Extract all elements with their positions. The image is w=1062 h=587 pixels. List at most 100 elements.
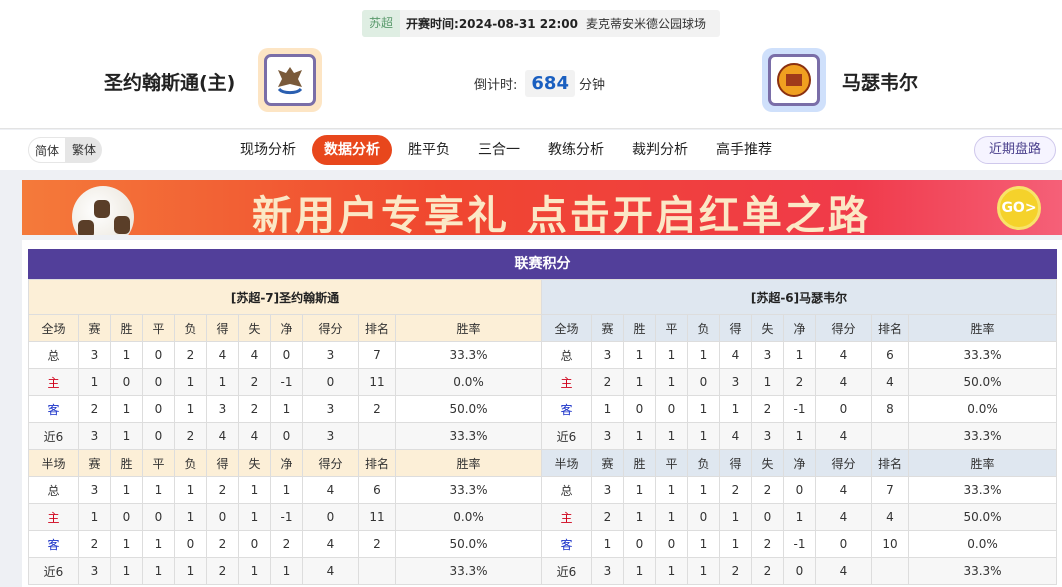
stat-cell: 1	[623, 368, 656, 396]
stat-cell: 33.3%	[395, 341, 542, 369]
row-label: 近6	[541, 422, 592, 450]
table-row: 客 2 1 1 0 2 0 2 4 2 50.0%	[28, 530, 542, 558]
table-row: 总 3 1 1 1 4 3 1 4 6 33.3%	[541, 341, 1057, 369]
stat-cell: 2	[751, 530, 784, 558]
column-header: 胜	[623, 449, 656, 477]
stat-cell: 0	[302, 503, 359, 531]
league-badge[interactable]: 苏超	[362, 10, 401, 37]
stat-cell: 2	[719, 557, 752, 585]
column-header: 全场	[28, 314, 79, 342]
stat-cell: 0	[302, 368, 359, 396]
stat-cell: 0	[655, 530, 688, 558]
stat-cell: 4	[871, 503, 909, 531]
stat-cell: 1	[623, 503, 656, 531]
column-header: 得分	[302, 449, 359, 477]
stat-cell: -1	[783, 530, 816, 558]
countdown: 倒计时: 684 分钟	[474, 70, 605, 97]
stat-cell: -1	[270, 503, 303, 531]
home-team-name[interactable]: 圣约翰斯通(主)	[104, 72, 236, 94]
tab-three-in-one[interactable]: 三合一	[478, 142, 520, 158]
stat-cell: 1	[110, 557, 143, 585]
stat-cell: 1	[687, 395, 720, 423]
stat-cell: 0	[110, 368, 143, 396]
stat-cell: 4	[815, 503, 872, 531]
standings-title: 联赛积分	[28, 249, 1057, 279]
column-header: 赛	[591, 314, 624, 342]
column-header-row: 半场赛胜平负得失净得分 排名 胜率	[28, 449, 542, 477]
stat-cell: 0	[623, 530, 656, 558]
away-team-name[interactable]: 马瑟韦尔	[842, 72, 919, 94]
stat-cell: 2	[238, 395, 271, 423]
stat-cell: 7	[358, 341, 396, 369]
stat-cell: 0	[687, 503, 720, 531]
column-header: 失	[238, 314, 271, 342]
column-header: 净	[783, 449, 816, 477]
table-row: 近6 3 1 0 2 4 4 0 3 33.3%	[28, 422, 542, 450]
tab-data-analysis[interactable]: 数据分析	[312, 135, 392, 165]
row-label: 主	[541, 368, 592, 396]
stat-cell: 0	[142, 341, 175, 369]
promo-banner[interactable]: 新用户专享礼 点击开启红单之路 GO>	[22, 180, 1062, 235]
team-rank-name[interactable]: [苏超-7]圣约翰斯通	[28, 279, 542, 315]
stat-cell: 2	[358, 395, 396, 423]
stat-cell: 1	[174, 476, 207, 504]
stat-cell: 4	[302, 476, 359, 504]
stat-cell: 3	[78, 557, 111, 585]
stat-cell: 1	[591, 530, 624, 558]
table-row: 主 2 1 1 0 1 0 1 4 4 50.0%	[541, 503, 1057, 531]
stat-cell: 1	[655, 368, 688, 396]
tab-referee-analysis[interactable]: 裁判分析	[632, 142, 688, 158]
row-label: 主	[541, 503, 592, 531]
stat-cell: 2	[591, 368, 624, 396]
stat-cell: 4	[238, 341, 271, 369]
tab-expert-picks[interactable]: 高手推荐	[716, 142, 772, 158]
stat-cell: 50.0%	[908, 368, 1057, 396]
stat-cell: 4	[719, 341, 752, 369]
stat-cell: 1	[655, 503, 688, 531]
stat-cell: 3	[302, 341, 359, 369]
team-rank-name[interactable]: [苏超-6]马瑟韦尔	[541, 279, 1057, 315]
table-row: 总 3 1 0 2 4 4 0 3 7 33.3%	[28, 341, 542, 369]
stat-cell: 1	[270, 476, 303, 504]
stat-cell: 2	[174, 422, 207, 450]
column-header: 得分	[815, 314, 872, 342]
row-label: 主	[28, 503, 79, 531]
home-team-logo[interactable]	[258, 48, 322, 112]
lang-simplified[interactable]: 简体	[28, 137, 67, 163]
countdown-value: 684	[525, 70, 575, 97]
stat-cell: 1	[655, 476, 688, 504]
stat-cell: 0	[142, 422, 175, 450]
stat-cell: 0.0%	[908, 530, 1057, 558]
stat-cell: 0	[815, 530, 872, 558]
row-label: 近6	[28, 422, 79, 450]
stat-cell: 1	[623, 422, 656, 450]
stat-cell: 3	[206, 395, 239, 423]
stat-cell: 1	[142, 557, 175, 585]
stat-cell: 4	[719, 422, 752, 450]
tab-coach-analysis[interactable]: 教练分析	[548, 142, 604, 158]
stat-cell: 2	[206, 530, 239, 558]
stat-cell: 6	[358, 476, 396, 504]
go-button[interactable]: GO>	[997, 186, 1041, 230]
tab-live-analysis[interactable]: 现场分析	[240, 142, 296, 158]
stat-cell: 0	[142, 395, 175, 423]
stat-cell: 1	[142, 530, 175, 558]
lang-traditional[interactable]: 繁体	[72, 143, 97, 157]
away-team-logo[interactable]	[762, 48, 826, 112]
match-info-bar: 苏超 开赛时间: 2024-08-31 22:00 麦克蒂安米德公园球场	[362, 10, 720, 37]
column-header: 得分	[815, 449, 872, 477]
tab-wdl[interactable]: 胜平负	[408, 142, 450, 158]
column-header: 失	[238, 449, 271, 477]
column-header: 负	[687, 449, 720, 477]
stat-cell: 1	[110, 422, 143, 450]
stat-cell: 4	[206, 422, 239, 450]
column-header: 平	[655, 314, 688, 342]
table-row: 近6 3 1 1 1 2 1 1 4 33.3%	[28, 557, 542, 585]
column-header: 胜率	[395, 449, 542, 477]
column-header: 得	[206, 449, 239, 477]
stat-cell: 33.3%	[395, 422, 542, 450]
stat-cell: 2	[719, 476, 752, 504]
recent-trend-button[interactable]: 近期盘路	[973, 136, 1056, 164]
stat-cell: 4	[815, 368, 872, 396]
stat-cell: 1	[655, 557, 688, 585]
